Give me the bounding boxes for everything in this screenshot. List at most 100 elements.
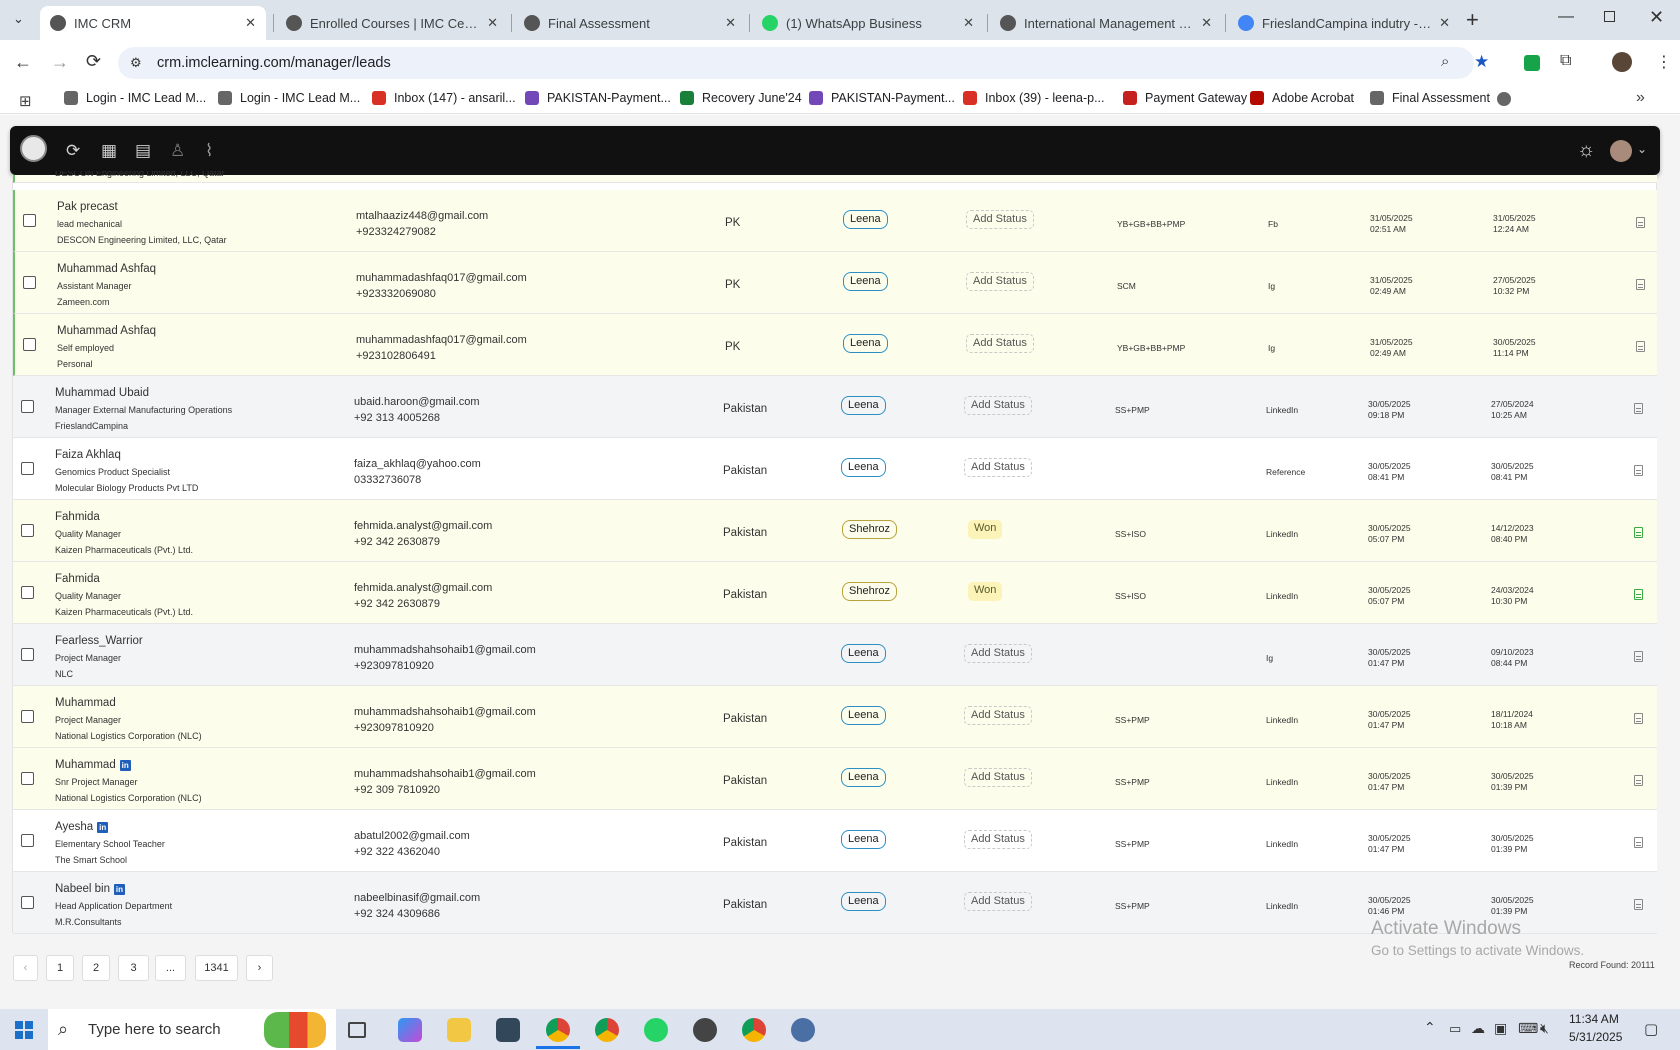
owner-badge[interactable]: Leena bbox=[841, 458, 886, 477]
row-checkbox[interactable] bbox=[21, 586, 34, 599]
status-badge[interactable]: Add Status bbox=[964, 830, 1032, 849]
bookmark-item[interactable]: Inbox (147) - ansaril... bbox=[372, 91, 516, 105]
lead-name[interactable]: Fahmida bbox=[55, 573, 100, 585]
address-bar[interactable] bbox=[118, 47, 1474, 79]
row-checkbox[interactable] bbox=[21, 834, 34, 847]
row-checkbox[interactable] bbox=[21, 400, 34, 413]
owner-badge[interactable]: Leena bbox=[843, 334, 888, 353]
table-row[interactable]: Fearless_Warrior Project Manager NLC muhamm… bbox=[13, 624, 1657, 686]
row-checkbox[interactable] bbox=[21, 772, 34, 785]
new-tab-plus-icon[interactable]: + bbox=[1466, 7, 1479, 32]
row-checkbox[interactable] bbox=[21, 648, 34, 661]
pagination-page-button[interactable]: 3 bbox=[118, 955, 149, 981]
activity-icon[interactable]: ⌇ bbox=[205, 141, 214, 160]
reload-icon[interactable]: ⟳ bbox=[86, 51, 102, 71]
tray-volume-icon[interactable]: 🔇︎ bbox=[1540, 1020, 1549, 1036]
status-badge[interactable]: Add Status bbox=[964, 706, 1032, 725]
tab-close-icon[interactable]: ✕ bbox=[1201, 15, 1212, 30]
bookmark-item[interactable]: PAKISTAN-Payment... bbox=[809, 91, 955, 105]
status-badge[interactable]: Add Status bbox=[964, 768, 1032, 787]
table-row[interactable]: Fahmida Quality Manager Kaizen Pharmaceuti… bbox=[13, 500, 1657, 562]
pagination-page-button[interactable]: 1 bbox=[46, 955, 74, 981]
lead-name[interactable]: Fahmida bbox=[55, 511, 100, 523]
tab-close-icon[interactable]: ✕ bbox=[963, 15, 974, 30]
apps-grid-icon[interactable]: ⊞ bbox=[19, 93, 32, 110]
bookmark-item[interactable]: Inbox (39) - leena-p... bbox=[963, 91, 1105, 105]
table-row[interactable]: Muhammad Ashfaq Assistant Manager Zameen.c… bbox=[13, 252, 1657, 314]
row-checkbox[interactable] bbox=[21, 896, 34, 909]
notes-document-icon[interactable] bbox=[1634, 899, 1643, 910]
linkedin-icon[interactable]: in bbox=[113, 883, 125, 895]
table-row[interactable]: Fahmida Quality Manager Kaizen Pharmaceuti… bbox=[13, 562, 1657, 624]
lead-name[interactable]: Nabeel bin in bbox=[55, 883, 125, 895]
row-checkbox[interactable] bbox=[21, 524, 34, 537]
pagination-page-button[interactable]: 2 bbox=[82, 955, 110, 981]
taskbar-search-placeholder[interactable]: Type here to search bbox=[88, 1021, 221, 1038]
document-icon[interactable]: ▤ bbox=[135, 141, 152, 160]
url-text[interactable]: crm.imclearning.com/manager/leads bbox=[157, 55, 391, 71]
row-checkbox[interactable] bbox=[23, 214, 36, 227]
status-badge[interactable]: Won bbox=[968, 582, 1003, 601]
status-badge[interactable]: Add Status bbox=[966, 272, 1034, 291]
tab-close-icon[interactable]: ✕ bbox=[245, 15, 256, 30]
forward-arrow-icon[interactable]: → bbox=[51, 52, 69, 72]
bookmark-item[interactable]: Adobe Acrobat bbox=[1250, 91, 1354, 105]
lead-name[interactable]: Muhammad Ashfaq bbox=[57, 263, 156, 275]
notes-document-icon[interactable] bbox=[1636, 217, 1645, 228]
table-row[interactable]: Pak precast lead mechanical DESCON Enginee… bbox=[13, 190, 1657, 252]
browser-tab-6[interactable]: FrieslandCampina indutry - Goo ✕ bbox=[1228, 6, 1460, 40]
table-row[interactable]: Muhammad Ashfaq Self employed Personal muha… bbox=[13, 314, 1657, 376]
clock-app-icon[interactable] bbox=[693, 1018, 717, 1042]
tab-close-icon[interactable]: ✕ bbox=[1439, 15, 1450, 30]
table-row[interactable]: Faiza Akhlaq Genomics Product Specialist M… bbox=[13, 438, 1657, 500]
notes-document-icon[interactable] bbox=[1634, 775, 1643, 786]
owner-badge[interactable]: Shehroz bbox=[842, 582, 897, 601]
pagination-prev-button[interactable]: ‹ bbox=[13, 955, 38, 981]
notes-document-icon[interactable] bbox=[1634, 403, 1643, 414]
linkedin-icon[interactable]: in bbox=[119, 759, 131, 771]
tray-display-icon[interactable]: ▣ bbox=[1494, 1020, 1508, 1036]
theme-toggle-sun-icon[interactable]: ☼ bbox=[1577, 139, 1596, 161]
refresh-icon[interactable]: ⟳ bbox=[66, 141, 81, 160]
row-checkbox[interactable] bbox=[23, 338, 36, 351]
bookmark-item[interactable]: Final Assessment bbox=[1370, 91, 1490, 105]
file-explorer-icon[interactable] bbox=[447, 1018, 471, 1042]
lead-name[interactable]: Muhammad in bbox=[55, 759, 131, 771]
tray-chevron-up-icon[interactable]: ⌃ bbox=[1424, 1019, 1436, 1035]
taskbar-time[interactable]: 11:34 AM bbox=[1569, 1012, 1619, 1026]
imc-logo[interactable] bbox=[20, 135, 47, 162]
tray-network-icon[interactable]: ⌨ bbox=[1518, 1020, 1539, 1036]
taskbar-app-icon[interactable] bbox=[496, 1018, 520, 1042]
owner-badge[interactable]: Leena bbox=[843, 272, 888, 291]
bookmark-item[interactable]: PAKISTAN-Payment... bbox=[525, 91, 671, 105]
whatsapp-icon[interactable] bbox=[644, 1018, 668, 1042]
settings-gear-icon[interactable] bbox=[791, 1018, 815, 1042]
owner-badge[interactable]: Shehroz bbox=[842, 520, 897, 539]
status-badge[interactable]: Add Status bbox=[964, 396, 1032, 415]
table-row[interactable]: Muhammad Project Manager National Logistic… bbox=[13, 686, 1657, 748]
status-badge[interactable]: Won bbox=[968, 520, 1003, 539]
lead-name[interactable]: Muhammad bbox=[55, 697, 116, 709]
pagination-page-button[interactable]: 1341 bbox=[195, 955, 238, 981]
linkedin-icon[interactable]: in bbox=[97, 821, 109, 833]
taskbar-date[interactable]: 5/31/2025 bbox=[1569, 1030, 1623, 1044]
restore-window-icon[interactable] bbox=[1604, 11, 1615, 22]
task-view-icon[interactable] bbox=[348, 1022, 366, 1038]
browser-tab-5[interactable]: International Management Con ✕ bbox=[990, 6, 1222, 40]
status-badge[interactable]: Add Status bbox=[964, 458, 1032, 477]
bookmark-item[interactable]: Login - IMC Lead M... bbox=[64, 91, 206, 105]
chrome-profile-icon[interactable] bbox=[595, 1018, 619, 1042]
notification-icon[interactable]: ▢ bbox=[1644, 1021, 1659, 1038]
pagination-page-button[interactable]: ... bbox=[155, 955, 186, 981]
close-window-icon[interactable]: ✕ bbox=[1649, 7, 1665, 27]
row-checkbox[interactable] bbox=[21, 710, 34, 723]
status-badge[interactable]: Add Status bbox=[964, 892, 1032, 911]
notes-document-icon[interactable] bbox=[1634, 651, 1643, 662]
owner-badge[interactable]: Leena bbox=[841, 768, 886, 787]
notes-document-icon[interactable] bbox=[1634, 713, 1643, 724]
table-row[interactable]: Ayesha in Elementary School Teacher The Sma… bbox=[13, 810, 1657, 872]
owner-badge[interactable]: Leena bbox=[841, 830, 886, 849]
extension-green-icon[interactable] bbox=[1524, 55, 1540, 71]
status-badge[interactable]: Add Status bbox=[964, 644, 1032, 663]
pagination-next-button[interactable]: › bbox=[246, 955, 273, 981]
